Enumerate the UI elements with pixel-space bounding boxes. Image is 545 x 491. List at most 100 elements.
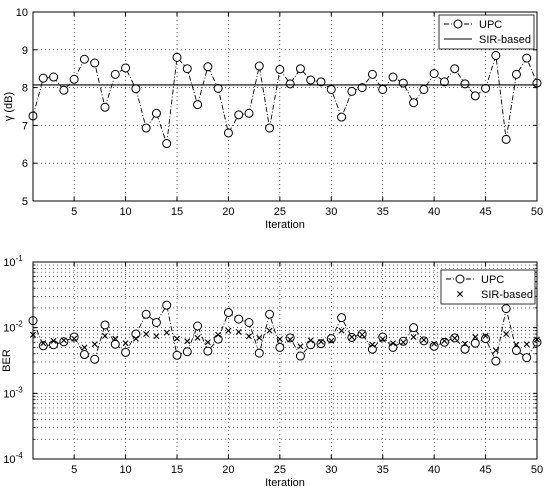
data-point [501, 304, 511, 314]
data-point [318, 338, 324, 345]
y-tick-label: 10 [16, 7, 28, 19]
data-point [439, 337, 449, 347]
data-point [367, 69, 377, 79]
data-point [347, 86, 357, 96]
data-point [337, 313, 347, 323]
data-point [110, 69, 120, 79]
data-point [204, 339, 211, 346]
data-point [388, 342, 398, 352]
x-tick-label: 10 [119, 206, 131, 218]
data-point [275, 342, 285, 352]
data-point [100, 102, 110, 112]
data-point [266, 327, 273, 334]
data-point [59, 337, 69, 347]
grid [33, 262, 538, 459]
data-point [225, 327, 232, 334]
x-tick-label: 45 [479, 464, 491, 476]
data-point [491, 50, 501, 60]
data-point [369, 341, 376, 348]
data-point [470, 338, 480, 348]
data-point [513, 341, 520, 348]
data-point [141, 309, 151, 319]
x-tick-label: 25 [274, 464, 286, 476]
data-point [326, 334, 336, 344]
data-point [182, 64, 192, 74]
data-point [38, 341, 48, 351]
y-tick-label: 8 [22, 83, 28, 95]
legend-label: SIR-based [479, 34, 531, 46]
data-point [523, 341, 530, 348]
x-tick-label: 5 [71, 464, 77, 476]
data-point [151, 317, 161, 327]
data-point [287, 336, 294, 343]
data-point [390, 340, 396, 347]
data-point [172, 350, 182, 360]
y-axis-label: BER [1, 349, 13, 372]
y-axis-label: γ (dB) [3, 92, 15, 121]
data-point [141, 123, 151, 133]
data-point [193, 100, 203, 110]
data-point [203, 62, 213, 72]
axes-frame [32, 261, 538, 460]
data-point [470, 91, 480, 101]
x-tick-label: 15 [171, 464, 183, 476]
data-point [398, 78, 408, 88]
data-point [265, 309, 275, 319]
data-point [503, 331, 510, 338]
data-point [481, 83, 491, 93]
data-point [71, 335, 78, 342]
gamma-chart: 5 10 15 20 25 30 35 40 45 50 Iteration 5 6 7 8 9 10 γ (dB… [3, 7, 543, 231]
data-point [100, 320, 110, 330]
data-point [522, 53, 532, 63]
data-point [316, 77, 326, 87]
x-tick-label: 35 [377, 464, 389, 476]
data-point [69, 74, 79, 84]
data-point [122, 340, 129, 347]
data-point [409, 323, 419, 333]
data-point [110, 339, 120, 349]
data-point [337, 112, 347, 122]
data-point [91, 341, 98, 348]
legend: UPC SIR-based [440, 269, 536, 305]
data-point [162, 139, 172, 149]
data-point [429, 341, 439, 351]
x-tick-label: 35 [377, 206, 389, 218]
data-point [348, 334, 355, 341]
data-point [295, 351, 305, 361]
data-point [359, 331, 366, 338]
data-point [378, 332, 388, 342]
y-tick-label: 5 [22, 196, 28, 208]
data-point [316, 339, 326, 349]
y-tick-label: 10-1 [3, 254, 23, 269]
data-point [398, 336, 408, 346]
x-axis-label: Iteration [265, 477, 305, 489]
data-point [69, 332, 79, 342]
data-point [151, 108, 161, 118]
data-point [511, 345, 521, 355]
series-sir-based [30, 327, 540, 354]
x-tick-label: 40 [428, 206, 440, 218]
data-point [162, 300, 172, 310]
data-point [163, 329, 170, 336]
data-point [153, 333, 160, 340]
data-point [388, 72, 398, 82]
data-point [511, 69, 521, 79]
y-tick-label: 6 [22, 158, 28, 170]
data-point [223, 308, 233, 318]
data-point [491, 356, 501, 366]
data-point [59, 85, 69, 95]
data-point [90, 354, 100, 364]
legend-label: UPC [481, 274, 504, 286]
data-point [472, 334, 479, 341]
axes-frame [32, 11, 538, 202]
data-point [378, 84, 388, 94]
data-point [482, 332, 489, 339]
data-point [481, 334, 491, 344]
data-point [121, 63, 131, 73]
data-point [276, 336, 283, 343]
data-point [410, 334, 417, 341]
data-point [451, 335, 458, 342]
x-tick-label: 5 [71, 206, 77, 218]
data-point [297, 343, 304, 350]
data-point [306, 340, 316, 350]
